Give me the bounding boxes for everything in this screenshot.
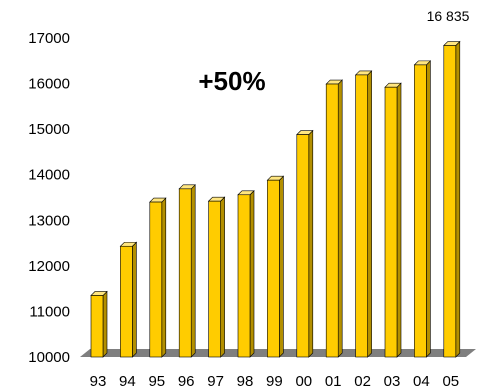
x-tick-label: 02	[354, 373, 371, 390]
last-value-label: 16 835	[427, 8, 470, 24]
bar	[443, 40, 461, 358]
x-tick-label: 04	[413, 373, 430, 390]
bar-front	[120, 245, 133, 358]
bar-side	[367, 70, 372, 358]
y-tick-label: 14000	[28, 167, 70, 184]
bar-side	[190, 184, 196, 358]
bar-side	[220, 196, 225, 358]
bar-front	[325, 83, 339, 358]
bar	[325, 79, 343, 358]
bar-side	[396, 82, 402, 358]
y-axis: 10000 11000 12000 13000 14000 15000 16000 17000	[28, 30, 70, 366]
bar-side	[455, 40, 461, 358]
bar	[296, 129, 314, 358]
y-tick-label: 15000	[28, 121, 70, 138]
bar-front	[237, 194, 251, 358]
x-tick-label: 95	[148, 373, 165, 390]
bar-front	[414, 64, 427, 358]
y-tick-label: 10000	[28, 349, 70, 366]
bar	[178, 184, 196, 358]
x-tick-label: 94	[119, 373, 136, 390]
bar-front	[149, 201, 163, 358]
bar-side	[279, 175, 284, 358]
bar	[90, 290, 108, 358]
bar-side	[337, 79, 343, 358]
bar-side	[426, 60, 431, 358]
x-tick-label: 05	[442, 373, 459, 390]
bar	[237, 190, 255, 358]
bar-front	[355, 74, 368, 358]
y-tick-label: 12000	[28, 258, 70, 275]
x-tick-label: 03	[384, 373, 401, 390]
bar-front	[208, 200, 221, 358]
x-tick-label: 96	[178, 373, 195, 390]
bar	[384, 82, 402, 358]
x-tick-label: 00	[295, 373, 312, 390]
x-tick-label: 01	[325, 373, 342, 390]
bar-side	[102, 290, 108, 358]
y-tick-label: 17000	[28, 30, 70, 47]
bar-front	[443, 45, 457, 358]
bar-front	[178, 188, 192, 358]
bar	[354, 70, 373, 358]
bar-front	[267, 179, 280, 358]
x-tick-label: 99	[266, 373, 283, 390]
bar-side	[308, 129, 314, 358]
y-tick-label: 13000	[28, 212, 70, 229]
y-tick-label: 16000	[28, 76, 70, 93]
x-axis-labels: 93 94 95 96 97 98 99 00 01 02 03 04 05	[90, 373, 459, 390]
bars-group	[90, 40, 461, 358]
bar	[149, 197, 167, 358]
y-tick-label: 11000	[29, 303, 70, 320]
bar-side	[161, 197, 167, 358]
bar-side	[249, 190, 255, 358]
x-tick-label: 98	[237, 373, 254, 390]
bar-side	[132, 241, 137, 358]
bar	[266, 175, 285, 358]
bar	[207, 196, 226, 358]
x-tick-label: 97	[207, 373, 224, 390]
x-tick-label: 93	[90, 373, 107, 390]
growth-annotation: +50%	[198, 66, 265, 96]
bar-front	[296, 134, 310, 358]
bar-front	[90, 295, 104, 358]
bar-front	[384, 86, 398, 358]
bar	[119, 241, 138, 358]
bar	[413, 60, 432, 358]
